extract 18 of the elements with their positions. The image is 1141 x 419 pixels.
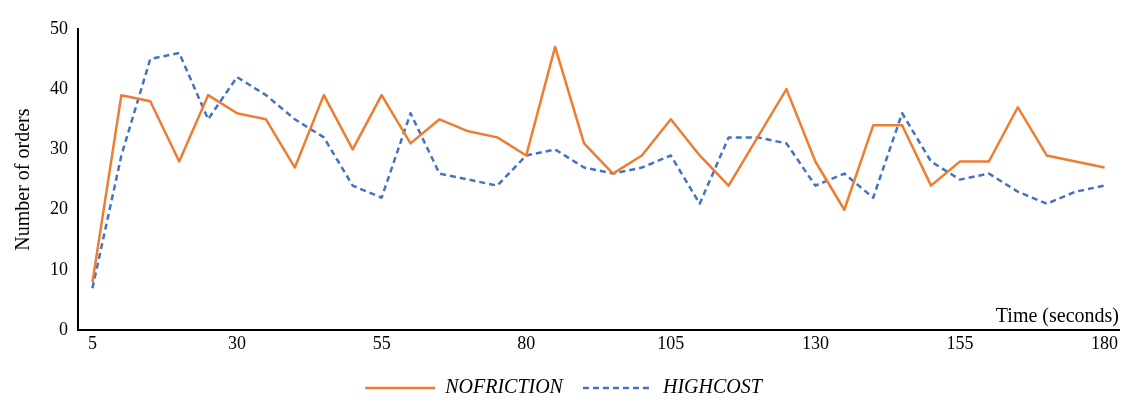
- x-tick-label: 155: [946, 332, 974, 353]
- x-tick-label: 80: [517, 332, 536, 353]
- x-tick-label: 130: [801, 332, 829, 353]
- x-tick-label: 5: [87, 332, 97, 353]
- y-tick-label: 30: [50, 138, 68, 159]
- x-axis-title: Time (seconds): [995, 303, 1119, 327]
- y-tick-label: 0: [59, 319, 68, 340]
- x-tick-label: 30: [228, 332, 247, 353]
- y-tick-label: 50: [50, 17, 68, 38]
- legend-label: HIGHCOST: [661, 375, 764, 398]
- x-tick-label: 180: [1091, 332, 1119, 353]
- y-tick-label: 20: [50, 198, 68, 219]
- x-tick-label: 55: [372, 332, 391, 353]
- x-tick-label: 105: [657, 332, 685, 353]
- y-tick-label: 40: [50, 77, 68, 98]
- legend-label: NOFRICTION: [444, 375, 565, 398]
- y-axis-title: Number of orders: [11, 108, 34, 251]
- y-tick-label: 10: [50, 258, 68, 279]
